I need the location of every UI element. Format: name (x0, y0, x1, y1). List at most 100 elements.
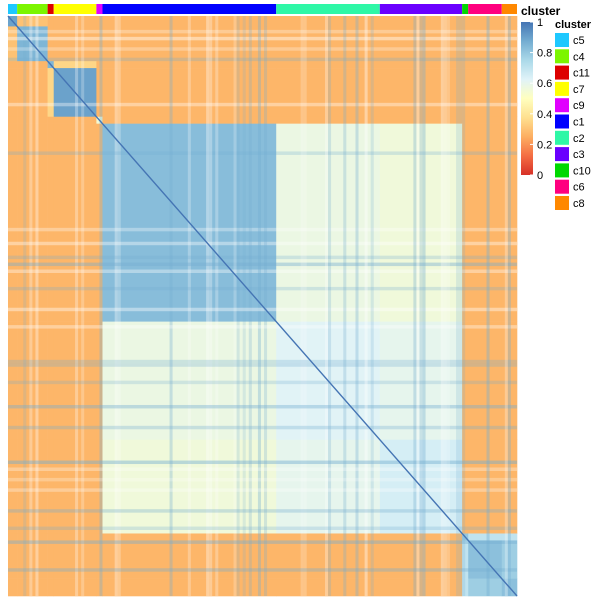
heatmap-block-c10-c4 (17, 533, 48, 541)
heatmap-block-c6-c1 (102, 540, 277, 579)
heatmap-block-c7-c3 (379, 68, 463, 118)
annotation-c11 (47, 4, 54, 14)
heatmap-block-c5-c8 (501, 16, 518, 27)
heatmap-row-streak (8, 227, 517, 232)
heatmap-row-streak (8, 47, 517, 51)
heatmap-block-c6-c2 (276, 540, 381, 579)
legend-label-c5: c5 (573, 35, 585, 47)
heatmap-col-streak (422, 16, 426, 596)
legend-label-c2: c2 (573, 133, 585, 145)
heatmap-block-c1-c8 (501, 123, 518, 322)
heatmap-block-c5-c6 (468, 16, 503, 27)
heatmap-block-c5-c2 (276, 16, 381, 27)
heatmap-block-c2-c8 (501, 321, 518, 441)
heatmap-block-c4-c1 (102, 26, 277, 62)
heatmap-block-c1-c3 (379, 123, 463, 322)
heatmap-block-c2-c5 (8, 321, 18, 441)
legend-swatch-c9 (555, 98, 569, 113)
heatmap-block-c11-c4 (17, 61, 48, 69)
heatmap-row-streak (8, 460, 517, 465)
heatmap-block-c7-c8 (501, 68, 518, 118)
legend-swatch-c5 (555, 33, 569, 47)
heatmap-block-c8-c9 (96, 578, 103, 597)
heatmap-block-c11-c9 (96, 61, 103, 69)
heatmap-row-streak (8, 241, 517, 246)
heatmap-block-c7-c5 (8, 68, 18, 118)
heatmap-block-c8-c10 (462, 578, 469, 597)
heatmap-block-c7-c4 (17, 68, 48, 118)
legend-label-c10: c10 (573, 165, 591, 177)
heatmap-col-streak (416, 16, 420, 596)
heatmap-col-streak (459, 16, 463, 596)
heatmap-block-c4-c8 (501, 26, 518, 62)
heatmap-block-c3-c10 (462, 439, 469, 534)
heatmap-col-streak (507, 16, 511, 596)
heatmap-block-c4-c9 (96, 26, 103, 62)
heatmap-block-c1-c11 (47, 123, 55, 322)
heatmap-block-c8-c3 (379, 578, 463, 597)
heatmap-row-streak (8, 467, 517, 471)
heatmap-block-c7-c2 (276, 68, 381, 118)
heatmap-col-streak (23, 16, 27, 596)
heatmap-row-streak (8, 102, 517, 107)
heatmap-block-c4-c6 (468, 26, 503, 62)
heatmap-block-c5-c3 (379, 16, 463, 27)
colorbar-tick-label: 0.4 (537, 109, 552, 121)
heatmap-block-c10-c11 (47, 533, 55, 541)
heatmap-block-c10-c6 (468, 533, 503, 541)
heatmap-block-c10-c8 (501, 533, 518, 541)
legend-label-c8: c8 (573, 198, 585, 210)
top-cluster-annotation-bar (8, 4, 517, 14)
heatmap-row-streak (8, 36, 517, 41)
cluster-legend: cluster c5 c4 c11 c7 c9 c1 c2 c3 c10 c6 c8 (555, 19, 592, 210)
heatmap-block-c10-c3 (379, 533, 463, 541)
heatmap-row-streak (8, 57, 517, 62)
heatmap-col-streak (413, 16, 417, 596)
heatmap-col-streak (236, 16, 240, 596)
heatmap-block-c11-c2 (276, 61, 381, 69)
heatmap-col-streak (364, 16, 368, 596)
heatmap-col-streak (99, 16, 103, 596)
annotation-c10 (462, 4, 469, 14)
heatmap-row-streak (8, 568, 517, 572)
heatmap-block-c4-c3 (379, 26, 463, 62)
heatmap-block-c1-c6 (468, 123, 503, 322)
heatmap-diagonal (7, 15, 518, 597)
heatmap-block-c6-c4 (17, 540, 48, 579)
heatmap-block-c8-c5 (8, 578, 18, 597)
annotation-c5 (8, 4, 18, 14)
heatmap-block-c2-c9 (96, 321, 103, 441)
heatmap-block-c1-c2 (276, 123, 381, 322)
heatmap-block-c6-c11 (47, 540, 55, 579)
heatmap-block-c4-c5 (8, 26, 18, 62)
heatmap-col-streak (114, 16, 118, 596)
heatmap-block-c10-c2 (276, 533, 381, 541)
heatmap-block-c8-c1 (102, 578, 277, 597)
legend-swatch-c7 (555, 81, 569, 96)
heatmap-block-c4-c11 (47, 26, 55, 62)
heatmap-block-c6-c3 (379, 540, 463, 579)
heatmap-block-c9-c2 (276, 116, 381, 124)
top-annotation-title: cluster (521, 4, 561, 18)
heatmap-block-c7-c9 (96, 68, 103, 118)
heatmap-block-c9-c3 (379, 116, 463, 124)
heatmap-col-streak (81, 16, 85, 596)
heatmap-block-c5-c7 (53, 16, 97, 27)
heatmap-col-streak (169, 16, 173, 596)
heatmap-row-streak (8, 526, 517, 531)
heatmap-row-streak (8, 325, 517, 329)
heatmap-row-streak (8, 286, 517, 291)
legend-swatch-c6 (555, 179, 569, 194)
heatmap-block-c11-c7 (53, 61, 97, 69)
colorbar-tick-label: 0 (537, 170, 543, 182)
heatmap-block-c3-c2 (276, 439, 381, 534)
heatmap-block-c3-c4 (17, 439, 48, 534)
heatmap-block-c11-c6 (468, 61, 503, 69)
legend-label-c11: c11 (573, 68, 590, 80)
heatmap-col-streak (233, 16, 237, 596)
heatmap-block-c9-c8 (501, 116, 518, 124)
legend-label-c4: c4 (573, 51, 585, 63)
heatmap-block-c5-c9 (96, 16, 103, 27)
annotation-c6 (468, 4, 502, 14)
